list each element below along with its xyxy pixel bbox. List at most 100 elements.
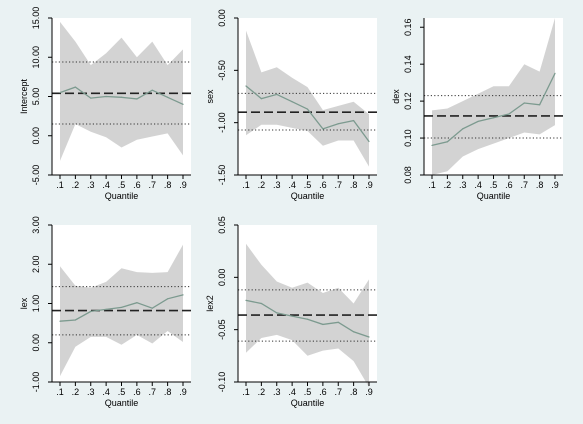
x-axis-title: Quantile: [291, 191, 325, 201]
x-tick-label: .6: [133, 180, 141, 190]
confidence-band: [60, 21, 183, 161]
y-tick-label: 0.08: [403, 166, 413, 184]
quantile-estimate-point: [151, 307, 153, 309]
quantile-estimate-point: [245, 85, 247, 87]
panel-sex: -1.50 -1.00 -0.50 0.00 .1 .2 .3 .4 .5 .6 .7 .8 .9 Qua…: [205, 9, 377, 201]
quantile-estimate-point: [167, 96, 169, 98]
quantile-estimate-point: [368, 140, 370, 143]
x-tick-label: .9: [365, 180, 373, 190]
y-axis-title: dex: [391, 89, 401, 104]
quantile-estimate-point: [353, 331, 355, 333]
x-axis-title: Quantile: [105, 191, 139, 201]
x-tick-label: .2: [72, 180, 80, 190]
confidence-band: [432, 18, 555, 175]
panel-intercept: -5.00 0.00 5.00 10.00 15.00 .1 .2 .3 .4 .5 .6 .7 .8.…: [19, 7, 191, 201]
quantile-estimate-point: [74, 319, 76, 321]
quantile-estimate-point: [276, 93, 278, 96]
quantile-estimate-point: [539, 104, 541, 106]
x-tick-label: .1: [56, 180, 64, 190]
y-tick-label: -0.10: [217, 372, 227, 393]
y-axis-title: sex: [205, 89, 215, 104]
x-tick-label: .6: [319, 180, 327, 190]
quantile-estimate-point: [182, 103, 184, 105]
quantile-estimate-point: [260, 302, 262, 305]
y-axis-title: lex2: [205, 295, 215, 312]
quantile-estimate-point: [554, 72, 556, 75]
x-tick-label: .3: [459, 180, 467, 190]
x-tick-label: .7: [148, 387, 156, 397]
quantile-estimate-point: [523, 102, 525, 104]
y-tick-label: 0.14: [403, 55, 413, 73]
y-tick-label: 0.16: [403, 18, 413, 36]
quantile-estimate-point: [291, 101, 293, 103]
quantile-estimate-point: [90, 310, 92, 312]
quantile-estimate-point: [90, 97, 92, 99]
x-tick-label: .9: [365, 387, 373, 397]
panel-lex: -1.00 0.00 1.00 2.00 3.00 .1 .2 .3 .4 .5 .6 .7 .8 .9 Q…: [19, 216, 191, 408]
quantile-estimate-point: [105, 95, 107, 98]
x-tick-label: .1: [56, 387, 64, 397]
quantile-estimate-point: [477, 120, 479, 123]
quantile-estimate-point: [368, 336, 370, 338]
x-tick-label: .5: [118, 180, 126, 190]
x-tick-label: .8: [350, 387, 358, 397]
x-tick-label: .9: [551, 180, 559, 190]
y-axis-title: lex: [19, 297, 29, 309]
quantile-estimate-point: [322, 128, 324, 130]
x-tick-label: .7: [148, 180, 156, 190]
y-tick-label: -5.00: [31, 165, 41, 186]
x-tick-label: .5: [490, 180, 498, 190]
y-tick-label: 0.05: [217, 216, 227, 234]
x-tick-label: .1: [242, 387, 250, 397]
quantile-estimate-point: [136, 302, 138, 304]
x-tick-label: .3: [87, 180, 95, 190]
y-tick-label: 3.00: [31, 216, 41, 234]
quantile-estimate-point: [167, 298, 169, 300]
x-tick-label: .2: [444, 180, 452, 190]
x-tick-label: .9: [179, 387, 187, 397]
x-tick-label: .9: [179, 180, 187, 190]
quantile-estimate-point: [151, 89, 153, 91]
quantile-estimate-point: [120, 306, 123, 309]
x-tick-label: .8: [164, 180, 172, 190]
y-tick-label: 0.12: [403, 92, 413, 110]
y-tick-label: 15.00: [31, 7, 41, 30]
quantile-estimate-point: [492, 117, 495, 119]
y-tick-label: 10.00: [31, 46, 41, 69]
x-tick-label: .6: [133, 387, 141, 397]
x-axis-title: Quantile: [105, 398, 139, 408]
quantile-estimate-point: [337, 321, 339, 323]
x-tick-label: .4: [288, 387, 296, 397]
panel-lex2: -0.10 -0.05 0.00 0.05 .1 .2 .3 .4 .5 .6 .7 .8 .9 Quan…: [205, 216, 377, 408]
x-tick-label: .4: [288, 180, 296, 190]
x-tick-label: .3: [273, 387, 281, 397]
quantile-estimate-point: [260, 97, 262, 100]
x-tick-label: .5: [304, 387, 312, 397]
quantile-estimate-point: [245, 299, 247, 301]
y-tick-label: 0.00: [217, 269, 227, 287]
x-tick-label: .4: [102, 180, 110, 190]
x-tick-label: .5: [118, 387, 126, 397]
x-tick-label: .7: [334, 180, 342, 190]
quantile-estimate-point: [446, 141, 448, 143]
quantile-estimate-point: [59, 320, 61, 322]
x-tick-label: .7: [520, 180, 528, 190]
x-tick-label: .3: [273, 180, 281, 190]
y-tick-label: -1.50: [217, 165, 227, 186]
quantile-estimate-point: [59, 91, 61, 94]
x-tick-label: .2: [258, 387, 266, 397]
y-tick-label: -0.50: [217, 60, 227, 81]
x-axis-title: Quantile: [291, 398, 325, 408]
quantile-estimate-point: [306, 318, 309, 320]
y-tick-label: 0.00: [217, 9, 227, 27]
quantile-estimate-point: [105, 308, 107, 310]
quantile-estimate-point: [337, 123, 339, 125]
x-tick-label: .8: [164, 387, 172, 397]
x-tick-label: .2: [72, 387, 80, 397]
y-tick-label: -1.00: [31, 372, 41, 393]
quantile-estimate-point: [182, 294, 184, 296]
y-tick-label: 5.00: [31, 88, 41, 106]
quantile-estimate-point: [322, 323, 324, 326]
quantile-estimate-point: [74, 86, 76, 88]
